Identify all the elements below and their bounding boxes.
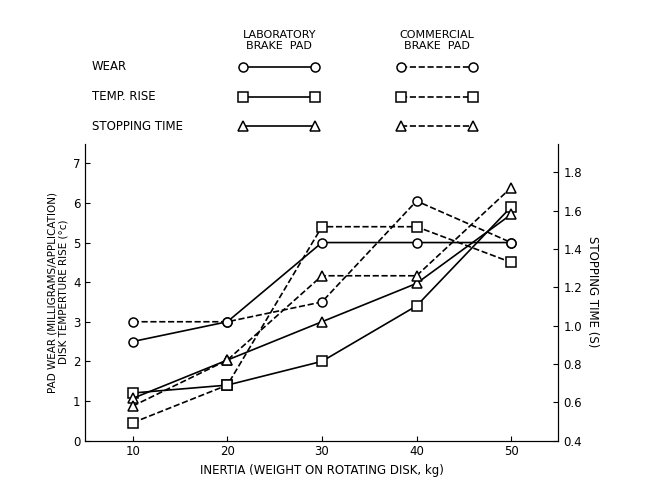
Text: WEAR: WEAR xyxy=(92,60,127,73)
Text: LABORATORY
BRAKE  PAD: LABORATORY BRAKE PAD xyxy=(242,30,316,51)
X-axis label: INERTIA (WEIGHT ON ROTATING DISK, kg): INERTIA (WEIGHT ON ROTATING DISK, kg) xyxy=(200,464,444,477)
Y-axis label: PAD WEAR (MILLIGRAMS/APPLICATION)
DISK TEMPERTURE RISE (°c): PAD WEAR (MILLIGRAMS/APPLICATION) DISK T… xyxy=(47,192,69,393)
Text: TEMP. RISE: TEMP. RISE xyxy=(92,90,156,103)
Text: STOPPING TIME: STOPPING TIME xyxy=(92,120,183,133)
Text: COMMERCIAL
BRAKE  PAD: COMMERCIAL BRAKE PAD xyxy=(399,30,474,51)
Y-axis label: STOPPING TIME (S): STOPPING TIME (S) xyxy=(586,237,599,347)
